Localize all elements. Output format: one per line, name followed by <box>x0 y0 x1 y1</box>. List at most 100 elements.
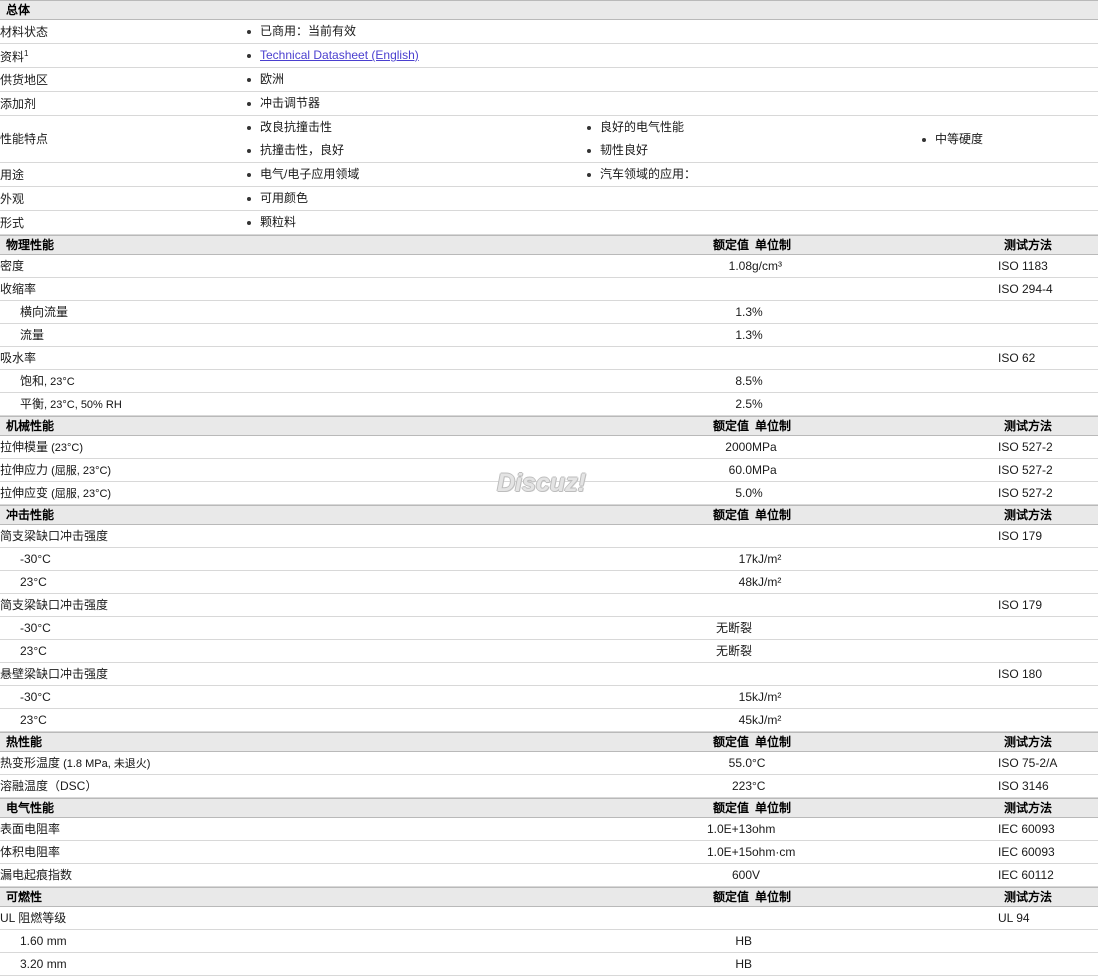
property-label: 拉伸模量 (23°C) <box>0 435 690 459</box>
property-unit: MPa <box>752 435 998 459</box>
property-value: HB <box>690 929 752 953</box>
table-row: 23°C 48 kJ/m² <box>0 570 1098 594</box>
table-row: 收缩率 ISO 294-4 <box>0 277 1098 301</box>
table-row: 溶融温度（DSC） 223 °C ISO 3146 <box>0 774 1098 798</box>
property-label: 热变形温度 (1.8 MPa, 未退火) <box>0 751 690 775</box>
property-table: 物理性能 额定值 单位制 测试方法 密度 1.08 g/cm³ ISO 1183 收缩率 ISO … <box>0 235 1098 416</box>
table-row: 吸水率 ISO 62 <box>0 346 1098 370</box>
property-test-method <box>998 616 1098 640</box>
property-test-method <box>998 685 1098 709</box>
property-value: 1.3 <box>690 323 752 347</box>
table-row: 23°C 无断裂 <box>0 639 1098 663</box>
general-row: 添加剂 冲击调节器 <box>0 91 1098 116</box>
property-unit: MPa <box>752 458 998 482</box>
general-row-label: 供货地区 <box>0 67 247 92</box>
property-name: 吸水率 <box>0 351 37 365</box>
property-unit <box>752 906 998 930</box>
column-header-unit: 单位制 <box>752 732 998 752</box>
general-row: 形式 颗粒料 <box>0 210 1098 235</box>
property-value <box>690 662 752 686</box>
section-title: 冲击性能 <box>0 505 690 525</box>
property-unit: °C <box>752 751 998 775</box>
property-condition: (屈服, 23°C) <box>48 464 112 477</box>
property-label: 简支梁缺口冲击强度 <box>0 593 690 617</box>
property-value <box>690 593 752 617</box>
property-name: 流量 <box>20 328 45 342</box>
bullet-list: 可用颜色 <box>247 187 587 210</box>
section-title: 总体 <box>0 0 1098 20</box>
property-name: -30°C <box>20 552 51 566</box>
general-row-col2 <box>587 19 922 44</box>
property-test-method <box>998 952 1098 976</box>
property-value: 1.0E+15 <box>690 840 752 864</box>
bullet-list: 改良抗撞击性 抗撞击性，良好 <box>247 116 587 162</box>
property-unit: % <box>752 392 998 416</box>
property-label: 23°C <box>0 570 690 594</box>
property-name: 漏电起痕指数 <box>0 868 73 882</box>
list-item: 电气/电子应用领域 <box>247 163 587 186</box>
technical-datasheet-link[interactable]: Technical Datasheet (English) <box>260 48 419 62</box>
table-row: -30°C 17 kJ/m² <box>0 547 1098 571</box>
property-value <box>690 277 752 301</box>
column-header-value: 额定值 <box>690 235 752 255</box>
property-condition: (1.8 MPa, 未退火) <box>60 757 151 770</box>
property-value <box>690 906 752 930</box>
table-row: 3.20 mm HB <box>0 952 1098 976</box>
property-label: 溶融温度（DSC） <box>0 774 690 798</box>
property-unit <box>752 524 998 548</box>
general-row-col3 <box>922 210 1098 235</box>
property-name: 平衡 <box>20 396 45 411</box>
section-header-2: 冲击性能 额定值 单位制 测试方法 <box>0 505 1098 525</box>
bullet-list: Technical Datasheet (English) <box>247 44 587 67</box>
property-name: 收缩率 <box>0 282 37 296</box>
section-header-5: 可燃性 额定值 单位制 测试方法 <box>0 887 1098 907</box>
table-row: 拉伸应力 (屈服, 23°C) 60.0 MPa ISO 527-2 <box>0 458 1098 482</box>
property-name: 23°C <box>20 575 47 589</box>
property-unit: V <box>752 863 998 887</box>
general-rows: 材料状态 已商用：当前有效 资料1 Technical Datasheet (Engl… <box>0 19 1098 235</box>
property-name: 简支梁缺口冲击强度 <box>0 529 109 543</box>
property-table: 电气性能 额定值 单位制 测试方法 表面电阻率 1.0E+13 ohm IEC 60093 体积… <box>0 798 1098 887</box>
property-name: 拉伸模量 <box>0 439 49 454</box>
bullet-list: 已商用：当前有效 <box>247 20 587 43</box>
list-item: 冲击调节器 <box>247 92 587 115</box>
table-row: 饱和, 23°C 8.5% <box>0 369 1098 393</box>
section-header-4: 电气性能 额定值 单位制 测试方法 <box>0 798 1098 818</box>
column-header-unit: 单位制 <box>752 416 998 436</box>
general-row: 资料1 Technical Datasheet (English) <box>0 43 1098 68</box>
property-test-method: IEC 60093 <box>998 840 1098 864</box>
property-body: 物理性能 额定值 单位制 测试方法 密度 1.08 g/cm³ ISO 1183 收缩率 ISO … <box>0 235 1098 416</box>
bullet-list: 良好的电气性能 韧性良好 <box>587 116 922 162</box>
general-row: 外观 可用颜色 <box>0 186 1098 211</box>
property-body: 冲击性能 额定值 单位制 测试方法 简支梁缺口冲击强度 ISO 179 -30°C 17 kJ/… <box>0 505 1098 732</box>
property-unit <box>752 346 998 370</box>
label-text: 形式 <box>0 215 25 230</box>
property-unit: % <box>752 369 998 393</box>
property-unit <box>752 616 998 640</box>
list-item: 欧洲 <box>247 68 587 91</box>
property-test-method: ISO 180 <box>998 662 1098 686</box>
general-row-label: 性能特点 <box>0 115 247 163</box>
property-unit: % <box>752 481 998 505</box>
bullet-list: 欧洲 <box>247 68 587 91</box>
general-row-col3: 中等硬度 <box>922 115 1098 163</box>
property-table: 可燃性 额定值 单位制 测试方法 UL 阻燃等级 UL 94 1.60 mm HB 3.20 m… <box>0 887 1098 976</box>
list-item: 颗粒料 <box>247 211 587 234</box>
table-row: 漏电起痕指数 600 V IEC 60112 <box>0 863 1098 887</box>
general-row-col3 <box>922 186 1098 211</box>
section-header-3: 热性能 额定值 单位制 测试方法 <box>0 732 1098 752</box>
general-body: 总体 <box>0 0 1098 20</box>
general-row: 供货地区 欧洲 <box>0 67 1098 92</box>
property-name: UL 阻燃等级 <box>0 911 67 925</box>
property-value: 60.0 <box>690 458 752 482</box>
property-value: 17 <box>690 547 752 571</box>
general-row-label: 材料状态 <box>0 19 247 44</box>
general-table: 总体 材料状态 已商用：当前有效 资料1 Technical Datasheet (E… <box>0 0 1098 235</box>
table-row: 表面电阻率 1.0E+13 ohm IEC 60093 <box>0 817 1098 841</box>
label-text: 添加剂 <box>0 96 37 111</box>
label-text: 用途 <box>0 167 25 182</box>
property-label: 吸水率 <box>0 346 690 370</box>
property-value: 2000 <box>690 435 752 459</box>
property-test-method <box>998 570 1098 594</box>
property-value: 600 <box>690 863 752 887</box>
